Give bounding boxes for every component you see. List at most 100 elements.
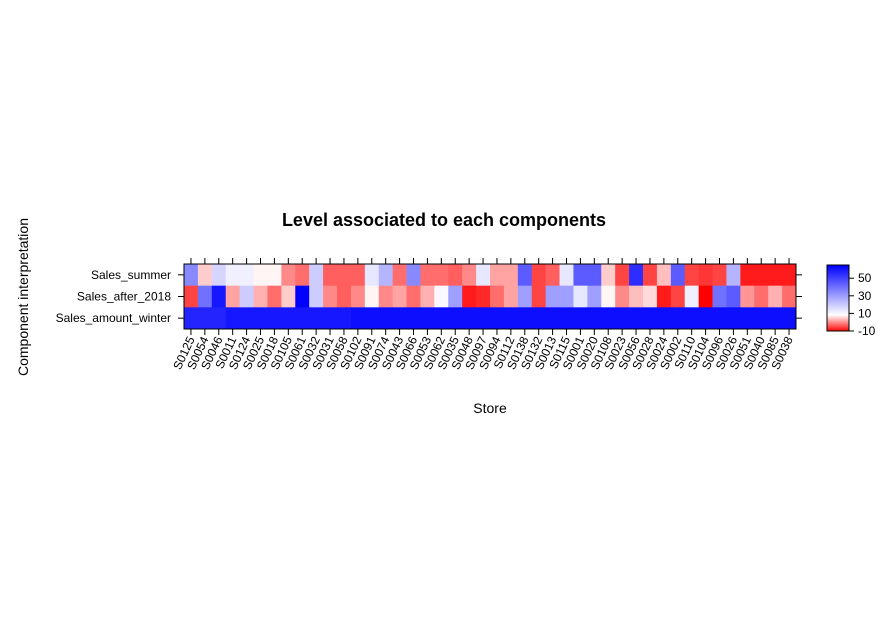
- colorbar-segment: [827, 298, 849, 300]
- heatmap-cell: [531, 307, 547, 330]
- colorbar-segment: [827, 315, 849, 318]
- colorbar-segment: [827, 318, 849, 321]
- colorbar-segment: [827, 312, 849, 314]
- colorbar-segment: [827, 309, 849, 311]
- heatmap-cell: [462, 307, 477, 330]
- heatmap-cell: [406, 264, 421, 287]
- heatmap-cell: [670, 264, 686, 287]
- heatmap-cell: [184, 264, 199, 287]
- colorbar-segment: [827, 291, 849, 293]
- y-tick-label: Sales_after_2018: [77, 290, 171, 304]
- colorbar-segment: [827, 314, 849, 316]
- heatmap-cell: [545, 264, 560, 287]
- colorbar-segment: [827, 274, 849, 277]
- heatmap-cell: [295, 285, 310, 308]
- heatmap-cell: [587, 285, 602, 308]
- heatmap-cell: [239, 264, 254, 287]
- heatmap-cell: [684, 285, 700, 308]
- heatmap-cell: [448, 307, 463, 330]
- colorbar-segment: [827, 307, 849, 310]
- heatmap-cell: [684, 264, 700, 287]
- colorbar-segment: [827, 320, 849, 322]
- heatmap-cell: [392, 307, 407, 330]
- colorbar-segment: [827, 302, 849, 304]
- heatmap-cell: [267, 307, 282, 330]
- heatmap-cell: [726, 307, 741, 330]
- heatmap-cell: [503, 307, 519, 330]
- colorbar-tick-label: 30: [858, 289, 872, 303]
- heatmap-cell: [490, 264, 505, 287]
- heatmap-cell: [225, 307, 241, 330]
- x-axis-title: Store: [473, 400, 507, 416]
- heatmap-cell: [656, 307, 672, 330]
- heatmap-cell: [337, 285, 352, 308]
- heatmap-cell: [740, 285, 755, 308]
- heatmap-cell: [517, 264, 533, 287]
- heatmap-cell: [392, 285, 407, 308]
- colorbar-segment: [827, 278, 849, 280]
- heatmap-cell: [545, 285, 560, 308]
- heatmap-cell: [350, 307, 366, 330]
- heatmap-cell: [768, 264, 783, 287]
- heatmap-cell: [253, 285, 268, 308]
- heatmap-cell: [295, 307, 310, 330]
- heatmap-cell: [754, 307, 769, 330]
- heatmap-cell: [615, 285, 630, 308]
- colorbar-segment: [827, 268, 849, 270]
- heatmap-cell: [337, 264, 352, 287]
- colorbar: -10 10 30 50: [826, 264, 876, 338]
- colorbar-segment: [827, 301, 849, 303]
- colorbar-segment: [827, 299, 849, 301]
- colorbar-segment: [827, 321, 849, 323]
- heatmap-cell: [239, 307, 254, 330]
- heatmap-cell: [573, 264, 588, 287]
- heatmap-cell: [615, 264, 630, 287]
- heatmap-cell: [211, 285, 227, 308]
- heatmap-cell: [476, 307, 491, 330]
- heatmap-cell: [364, 285, 380, 308]
- colorbar-segment: [827, 276, 849, 278]
- colorbar-segment: [827, 296, 849, 299]
- heatmap-cell: [239, 285, 254, 308]
- heatmap-cell: [350, 264, 366, 287]
- heatmap-cell: [740, 307, 755, 330]
- heatmap-cell: [684, 307, 700, 330]
- heatmap-cell: [740, 264, 755, 287]
- heatmap-cell: [281, 307, 296, 330]
- heatmap-cell: [323, 307, 338, 330]
- heatmap-cell: [211, 307, 227, 330]
- heatmap-cell: [490, 285, 505, 308]
- heatmap-cell: [392, 264, 407, 287]
- heatmap-cell: [782, 285, 797, 308]
- colorbar-segment: [827, 287, 849, 289]
- heatmap-cell: [768, 307, 783, 330]
- heatmap-cell: [378, 264, 394, 287]
- heatmap-cell: [309, 264, 324, 287]
- heatmap-cell: [378, 285, 394, 308]
- heatmap-cell: [281, 264, 296, 287]
- heatmap-cell: [503, 285, 519, 308]
- colorbar-segment: [827, 277, 849, 279]
- heatmap-cell: [420, 285, 435, 308]
- heatmap-cell: [643, 285, 658, 308]
- heatmap-cell: [267, 264, 282, 287]
- heatmap-cell: [782, 264, 797, 287]
- colorbar-segment: [827, 294, 849, 297]
- colorbar-segment: [827, 269, 849, 271]
- heatmap-cell: [670, 307, 686, 330]
- colorbar-segment: [827, 279, 849, 281]
- heatmap-cell: [531, 264, 547, 287]
- heatmap-cell: [698, 307, 713, 330]
- colorbar-segment: [827, 322, 849, 324]
- heatmap-cell: [434, 264, 449, 287]
- heatmap-cell: [587, 264, 602, 287]
- heatmap-cell: [698, 285, 713, 308]
- heatmap-cell: [295, 264, 310, 287]
- colorbar-segment: [827, 316, 849, 319]
- heatmap-cell: [517, 307, 533, 330]
- heatmap-cell: [267, 285, 282, 308]
- heatmap-cell: [225, 285, 241, 308]
- heatmap-cell: [406, 307, 421, 330]
- heatmap-cell: [490, 307, 505, 330]
- heatmap-cell: [559, 307, 574, 330]
